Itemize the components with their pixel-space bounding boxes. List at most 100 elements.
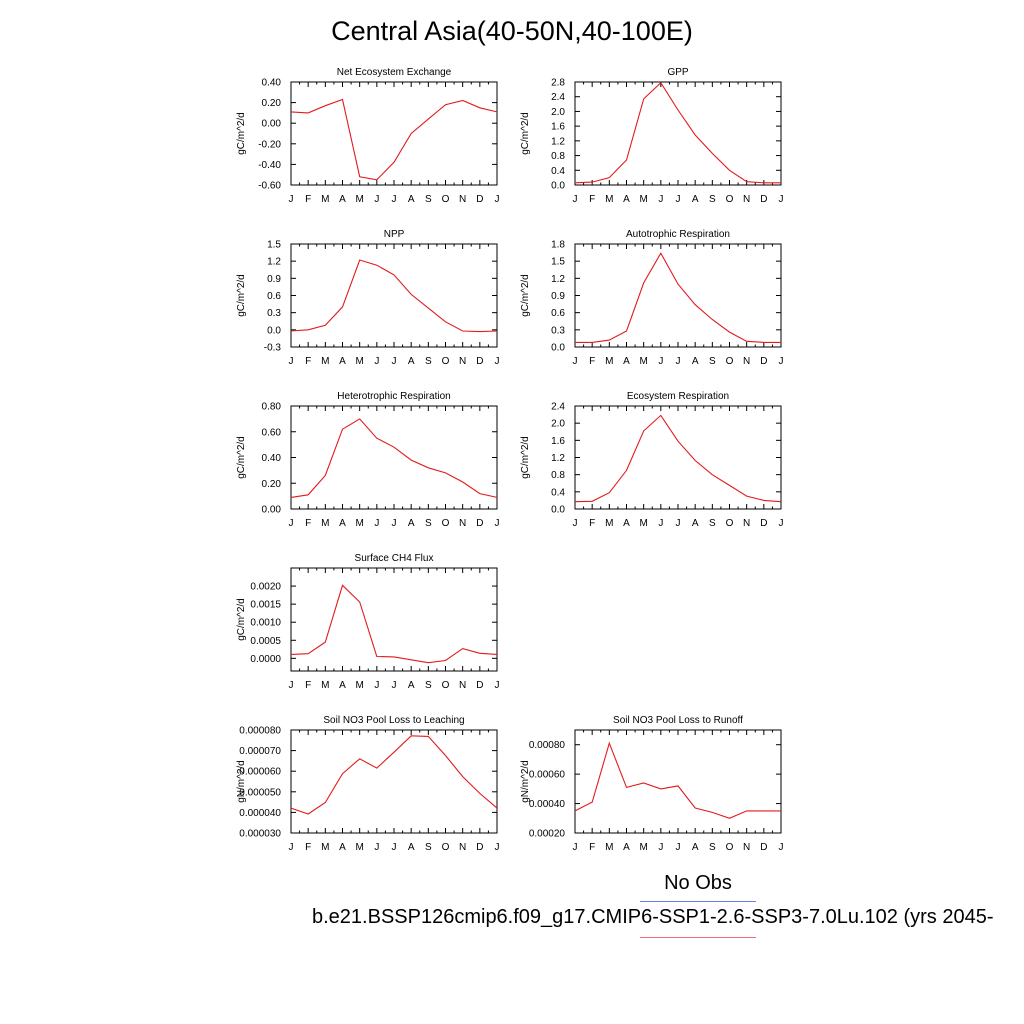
plot-frame — [574, 405, 782, 510]
x-tick-label: O — [442, 842, 450, 853]
y-tick-label: 0.000050 — [239, 787, 281, 798]
x-tick-label: F — [305, 518, 311, 529]
panel-title: Soil NO3 Pool Loss to Leaching — [323, 715, 464, 726]
series-line — [290, 98, 498, 181]
y-axis-label: gC/m^2/d — [520, 274, 531, 317]
y-tick-label: 0.40 — [262, 78, 282, 89]
y-axis-label: gC/m^2/d — [236, 436, 247, 479]
x-tick-label: D — [476, 356, 483, 367]
x-tick-label: A — [339, 194, 346, 205]
x-tick-label: A — [623, 842, 630, 853]
x-tick-label: M — [355, 194, 363, 205]
y-axis-label: gC/m^2/d — [236, 112, 247, 155]
plot-frame — [290, 405, 498, 510]
x-tick-label: J — [392, 842, 397, 853]
x-tick-label: N — [459, 356, 466, 367]
y-tick-label: 1.2 — [551, 453, 565, 464]
x-tick-label: S — [709, 842, 716, 853]
y-tick-label: 0.000080 — [239, 726, 281, 737]
x-tick-label: J — [289, 356, 294, 367]
x-tick-label: S — [425, 680, 432, 691]
x-tick-label: J — [779, 518, 784, 529]
x-tick-label: A — [339, 680, 346, 691]
x-tick-label: J — [495, 518, 500, 529]
y-tick-label: 2.0 — [551, 419, 565, 430]
y-axis-label: gC/m^2/d — [520, 436, 531, 479]
x-tick-label: M — [605, 518, 613, 529]
x-tick-label: O — [726, 356, 734, 367]
x-tick-label: M — [355, 518, 363, 529]
y-tick-label: 0.3 — [551, 325, 565, 336]
y-tick-label: 0.0 — [267, 325, 281, 336]
x-tick-label: O — [442, 680, 450, 691]
x-tick-label: D — [760, 518, 767, 529]
y-tick-label: 0.00 — [262, 119, 282, 130]
legend-run-line — [640, 937, 756, 938]
x-tick-label: N — [743, 356, 750, 367]
y-tick-label: 0.9 — [551, 291, 565, 302]
x-tick-label: O — [726, 194, 734, 205]
plot-frame — [290, 567, 498, 672]
x-tick-label: J — [392, 356, 397, 367]
panel-title: Surface CH4 Flux — [355, 553, 434, 564]
x-tick-label: J — [289, 842, 294, 853]
plot-frame — [574, 729, 782, 834]
y-tick-label: 0.00040 — [529, 799, 566, 810]
x-tick-label: A — [692, 842, 699, 853]
x-tick-label: A — [692, 356, 699, 367]
x-tick-label: A — [408, 356, 415, 367]
y-tick-label: 1.2 — [267, 257, 281, 268]
x-tick-label: J — [374, 518, 379, 529]
x-tick-label: M — [321, 518, 329, 529]
y-tick-label: 0.4 — [551, 166, 565, 177]
x-tick-label: D — [476, 194, 483, 205]
x-tick-label: J — [658, 518, 663, 529]
x-tick-label: N — [459, 518, 466, 529]
x-tick-label: M — [355, 356, 363, 367]
x-tick-label: F — [305, 680, 311, 691]
y-tick-label: 0.4 — [551, 487, 565, 498]
x-tick-label: J — [374, 356, 379, 367]
x-tick-label: F — [589, 356, 595, 367]
x-tick-label: S — [425, 518, 432, 529]
y-tick-label: 0.000030 — [239, 829, 281, 840]
x-tick-label: A — [408, 518, 415, 529]
x-tick-label: M — [321, 680, 329, 691]
y-tick-label: 0.00060 — [529, 770, 566, 781]
x-tick-label: J — [374, 680, 379, 691]
x-tick-label: F — [305, 842, 311, 853]
y-tick-label: 0.000070 — [239, 746, 281, 757]
x-tick-label: J — [289, 518, 294, 529]
x-tick-label: M — [639, 842, 647, 853]
plot-frame — [574, 81, 782, 186]
x-tick-label: F — [305, 356, 311, 367]
panel-title: NPP — [384, 229, 405, 240]
x-tick-label: M — [639, 518, 647, 529]
series-line — [290, 735, 498, 815]
legend-obs-label: No Obs — [664, 872, 732, 894]
y-tick-label: 0.0020 — [250, 582, 281, 593]
x-tick-label: F — [589, 194, 595, 205]
y-tick-label: 0.8 — [551, 151, 565, 162]
x-tick-label: S — [425, 842, 432, 853]
y-tick-label: 0.3 — [267, 308, 281, 319]
x-tick-label: J — [392, 194, 397, 205]
plot-frame — [290, 81, 498, 186]
y-tick-label: 1.6 — [551, 122, 565, 133]
y-tick-label: 0.6 — [551, 308, 565, 319]
x-tick-label: D — [760, 356, 767, 367]
x-tick-label: M — [639, 194, 647, 205]
x-tick-label: A — [623, 356, 630, 367]
y-tick-label: 0.0005 — [250, 636, 281, 647]
x-tick-label: J — [573, 194, 578, 205]
panel-title: GPP — [667, 67, 688, 78]
y-tick-label: 0.0010 — [250, 618, 281, 629]
y-tick-label: 0.0000 — [250, 654, 281, 665]
x-tick-label: A — [692, 194, 699, 205]
x-tick-label: O — [726, 518, 734, 529]
